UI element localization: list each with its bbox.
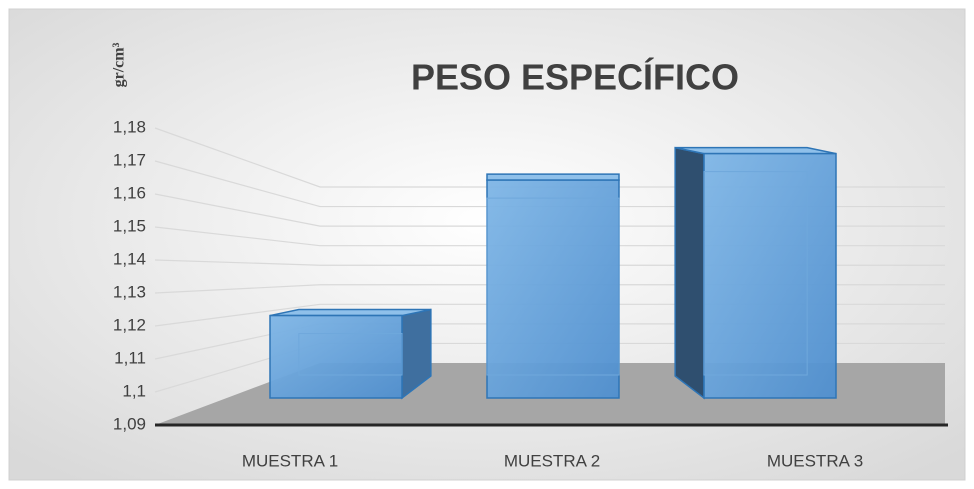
y-tick-label: 1,1 (122, 381, 146, 400)
bar (269, 314, 403, 399)
bar-inner-edge (703, 171, 808, 376)
bar-side (674, 146, 705, 400)
bar-top (269, 308, 432, 317)
x-tick-label: MUESTRA 1 (242, 451, 338, 470)
y-tick-label: 1,15 (113, 216, 146, 235)
y-tick-label: 1,11 (114, 348, 146, 367)
bar-inner-edge (486, 197, 620, 376)
bar-top (486, 173, 620, 181)
x-tick-label: MUESTRA 3 (767, 451, 863, 470)
y-tick-label: 1,18 (113, 117, 146, 136)
y-axis-label: gr/cm³ (111, 42, 128, 87)
bar-inner-edge (298, 333, 403, 376)
y-tick-label: 1,14 (113, 249, 146, 268)
y-tick-label: 1,12 (113, 315, 146, 334)
y-tick-label: 1,09 (113, 414, 146, 433)
bar (703, 152, 837, 399)
bar (486, 179, 620, 399)
chart-title: PESO ESPECÍFICO (411, 57, 739, 98)
y-tick-label: 1,16 (113, 183, 146, 202)
y-tick-label: 1,17 (113, 150, 146, 169)
y-tick-label: 1,13 (113, 282, 146, 301)
x-tick-label: MUESTRA 2 (504, 451, 600, 470)
bar-top (674, 146, 837, 155)
